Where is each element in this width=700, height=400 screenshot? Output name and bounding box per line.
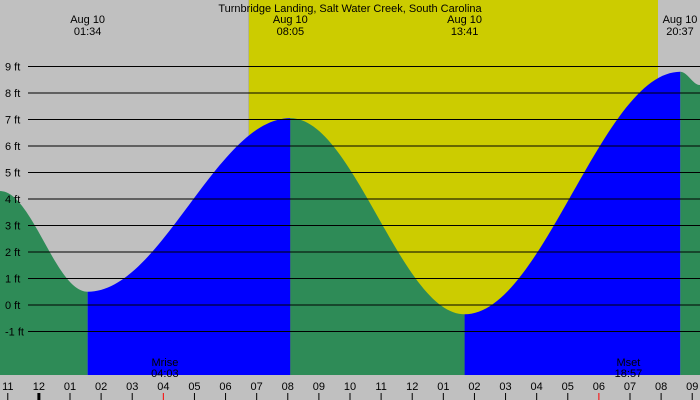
y-tick-label: 5 ft [5,168,20,180]
falling-tide-area [0,191,88,375]
event-time-label: 01:34 [74,26,102,38]
x-tick-label: 02 [95,381,107,393]
event-time-label: 13:41 [451,26,479,38]
x-tick-label: 02 [468,381,480,393]
rising-tide-area [464,71,681,376]
x-tick-label: 09 [686,381,698,393]
x-tick-label: 01 [64,381,76,393]
x-tick-label: 11 [2,381,13,393]
y-tick-label: 7 ft [5,115,20,127]
label-layer: Turnbridge Landing, Salt Water Creek, So… [2,3,698,393]
rising-tide-area [87,118,291,376]
tide-layer [0,71,700,376]
x-tick-label: 07 [251,381,263,393]
y-tick-label: 6 ft [5,141,20,153]
x-tick-label: 03 [126,381,138,393]
event-date-label: Aug 10 [447,14,482,26]
chart-title: Turnbridge Landing, Salt Water Creek, So… [218,3,482,15]
x-tick-label: 04 [531,381,543,393]
falling-tide-area [290,118,465,376]
x-tick-label: 06 [219,381,231,393]
y-tick-label: 2 ft [5,247,20,259]
event-time-label: 20:37 [666,26,694,38]
x-tick-label: 08 [655,381,667,393]
x-tick-label: 12 [33,381,45,393]
y-tick-label: 4 ft [5,194,20,206]
x-tick-label: 06 [593,381,605,393]
x-tick-label: 10 [344,381,356,393]
moon-event-time: 18:57 [615,368,643,380]
x-tick-label: 01 [437,381,449,393]
y-tick-label: 1 ft [5,274,20,286]
x-tick-label: 05 [562,381,574,393]
y-tick-label: 9 ft [5,62,20,74]
x-tick-label: 05 [188,381,200,393]
x-tick-label: 07 [624,381,636,393]
moon-event-label: Mset [617,357,641,369]
event-date-label: Aug 10 [273,14,308,26]
moon-event-label: Mrise [151,357,178,369]
event-date-label: Aug 10 [70,14,105,26]
x-tick-label: 04 [157,381,169,393]
grid-layer [7,66,700,400]
x-tick-label: 03 [499,381,511,393]
moon-event-time: 04:03 [151,368,179,380]
falling-tide-area [680,71,700,376]
y-tick-label: 0 ft [5,300,20,312]
x-tick-label: 09 [313,381,325,393]
x-tick-label: 12 [406,381,418,393]
event-time-label: 08:05 [277,26,305,38]
event-date-label: Aug 10 [663,14,698,26]
y-tick-label: 3 ft [5,221,20,233]
x-tick-label: 11 [375,381,386,393]
y-tick-label: -1 ft [5,327,24,339]
y-tick-label: 8 ft [5,88,20,100]
x-tick-label: 08 [282,381,294,393]
